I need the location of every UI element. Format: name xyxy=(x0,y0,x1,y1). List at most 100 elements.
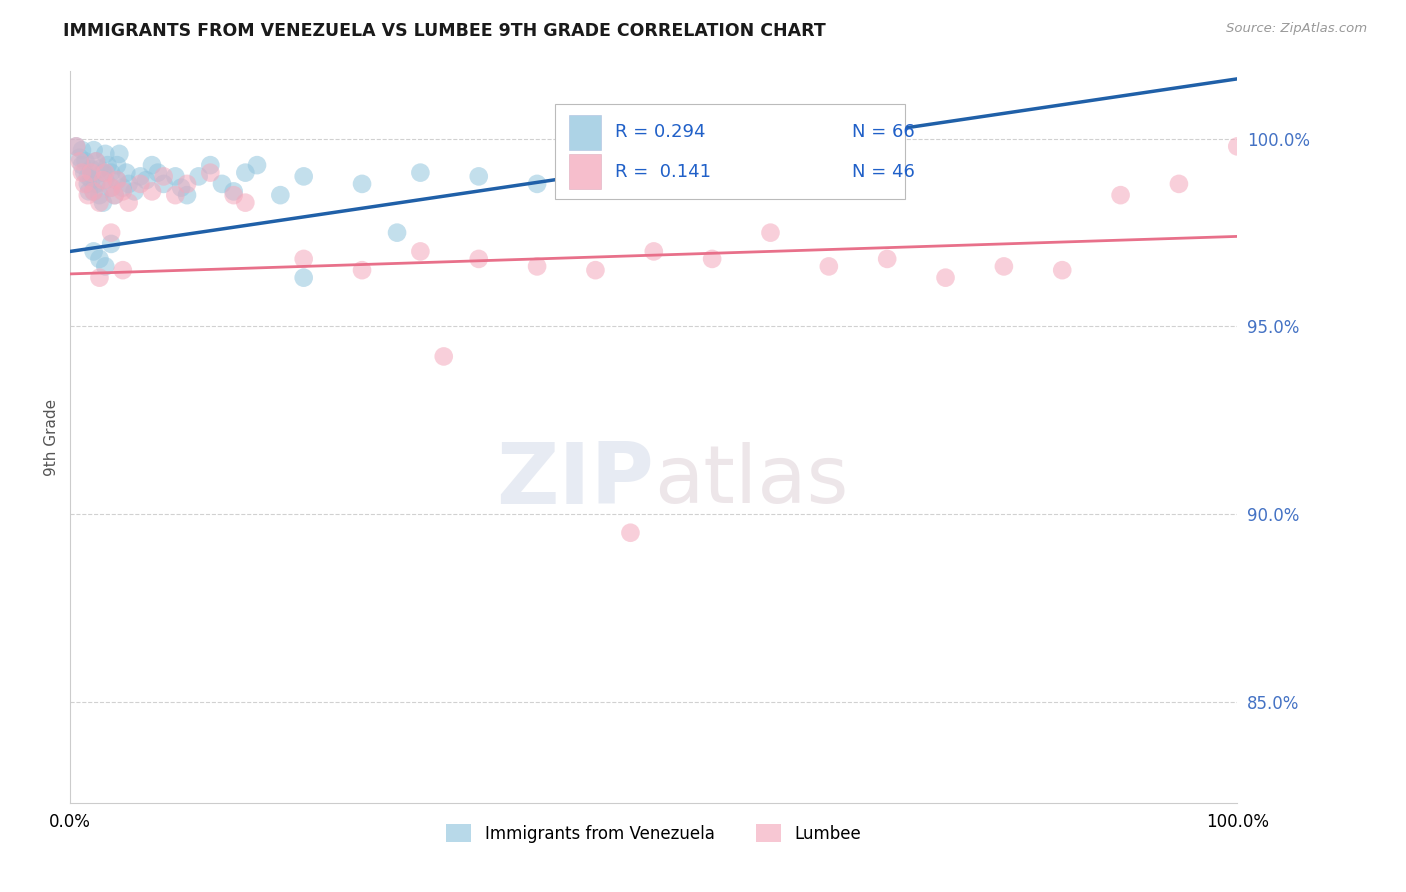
Point xyxy=(292,270,315,285)
Point xyxy=(76,169,98,184)
Point xyxy=(70,158,93,172)
Point xyxy=(643,244,665,259)
Point xyxy=(467,169,491,184)
Point xyxy=(80,173,103,187)
Point xyxy=(1050,263,1074,277)
Point xyxy=(65,139,87,153)
Point xyxy=(129,177,152,191)
Point xyxy=(94,147,117,161)
Point xyxy=(993,260,1015,274)
Point xyxy=(104,188,127,202)
Point xyxy=(65,139,87,153)
Point xyxy=(146,166,169,180)
Point xyxy=(467,252,491,266)
Point xyxy=(818,177,841,191)
Point xyxy=(135,173,157,187)
Point xyxy=(75,154,97,169)
Y-axis label: 9th Grade: 9th Grade xyxy=(44,399,59,475)
Point xyxy=(100,236,122,251)
Point xyxy=(69,151,91,165)
Point xyxy=(176,188,198,202)
Point xyxy=(69,154,91,169)
Point xyxy=(84,177,107,191)
Point xyxy=(1226,139,1249,153)
Point xyxy=(97,158,120,172)
Point xyxy=(94,166,117,180)
Point xyxy=(759,226,782,240)
Point xyxy=(89,195,111,210)
Point xyxy=(176,177,198,191)
Point xyxy=(89,252,111,266)
Point xyxy=(165,188,187,202)
Point xyxy=(585,263,607,277)
Point xyxy=(124,185,146,199)
Point xyxy=(222,185,245,199)
Point xyxy=(129,169,152,184)
Point xyxy=(152,177,174,191)
Point xyxy=(818,260,841,274)
Point xyxy=(105,173,128,187)
Point xyxy=(409,244,432,259)
Point xyxy=(76,177,98,191)
Point xyxy=(170,180,193,194)
Point xyxy=(165,169,187,184)
Point xyxy=(77,185,100,199)
Legend: Immigrants from Venezuela, Lumbee: Immigrants from Venezuela, Lumbee xyxy=(440,818,868,849)
Point xyxy=(200,166,222,180)
Point xyxy=(84,154,107,169)
Point xyxy=(200,158,222,172)
Point xyxy=(152,169,174,184)
Point xyxy=(118,195,141,210)
Point xyxy=(100,226,122,240)
Point xyxy=(187,169,209,184)
Point xyxy=(91,173,114,187)
Point xyxy=(89,161,111,176)
Text: R = 0.294: R = 0.294 xyxy=(616,123,706,141)
Point xyxy=(141,185,163,199)
Text: Source: ZipAtlas.com: Source: ZipAtlas.com xyxy=(1226,22,1367,36)
Point xyxy=(91,166,114,180)
Point xyxy=(76,188,98,202)
Point xyxy=(80,161,103,176)
Point xyxy=(233,166,256,180)
Point xyxy=(876,252,898,266)
Point xyxy=(118,177,141,191)
Point xyxy=(233,195,256,210)
Point xyxy=(1109,188,1132,202)
Point xyxy=(73,177,96,191)
Point xyxy=(80,166,103,180)
Point xyxy=(409,166,432,180)
Bar xyxy=(568,154,602,189)
Point xyxy=(759,166,782,180)
Point xyxy=(83,185,105,199)
Point xyxy=(292,169,315,184)
Point xyxy=(115,166,138,180)
Text: N = 66: N = 66 xyxy=(852,123,915,141)
Point xyxy=(643,169,665,184)
Text: IMMIGRANTS FROM VENEZUELA VS LUMBEE 9TH GRADE CORRELATION CHART: IMMIGRANTS FROM VENEZUELA VS LUMBEE 9TH … xyxy=(63,22,825,40)
Point xyxy=(94,173,117,187)
Point xyxy=(619,525,641,540)
Point xyxy=(141,158,163,172)
Point xyxy=(108,147,131,161)
Text: ZIP: ZIP xyxy=(496,440,654,523)
FancyBboxPatch shape xyxy=(554,104,904,200)
Point xyxy=(433,350,456,364)
Point xyxy=(111,263,134,277)
Point xyxy=(100,166,122,180)
Point xyxy=(84,154,107,169)
Point xyxy=(111,180,134,194)
Point xyxy=(246,158,269,172)
Point xyxy=(385,226,408,240)
Point xyxy=(1167,177,1189,191)
Point xyxy=(702,158,724,172)
Point xyxy=(83,244,105,259)
Text: N = 46: N = 46 xyxy=(852,162,915,180)
Point xyxy=(526,177,548,191)
Point xyxy=(83,143,105,157)
Point xyxy=(105,158,128,172)
Point xyxy=(702,252,724,266)
Point xyxy=(91,195,114,210)
Point xyxy=(100,180,122,194)
Point xyxy=(222,188,245,202)
